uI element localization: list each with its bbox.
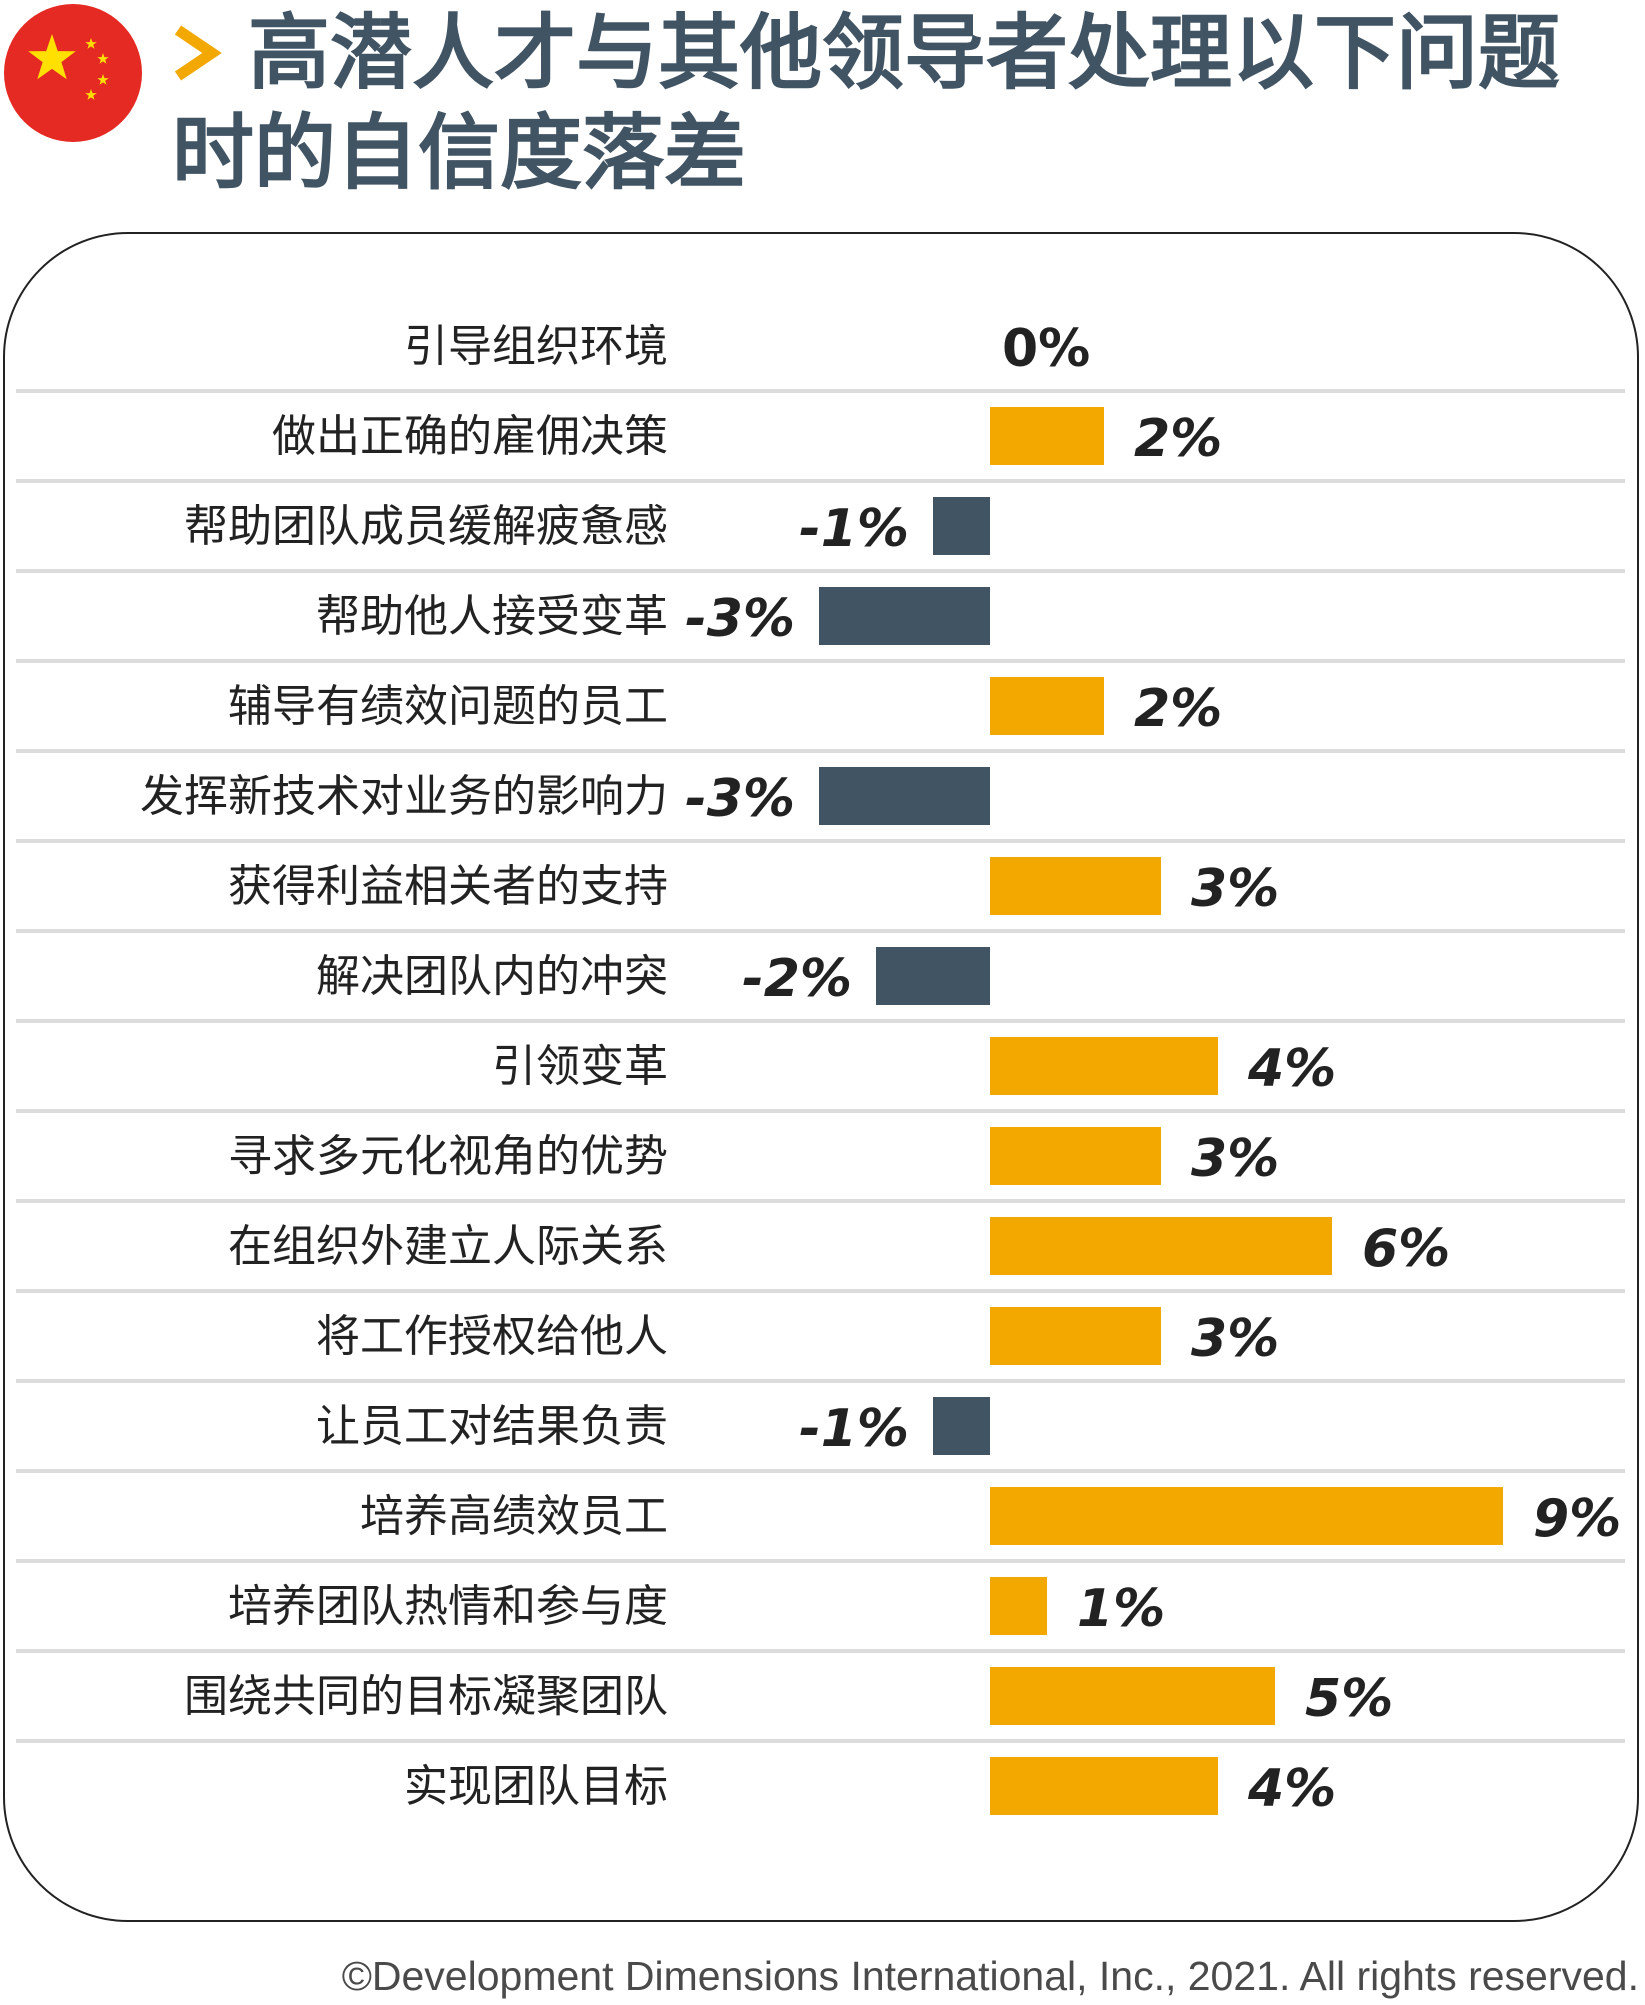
value-label: 6% <box>1362 1219 1450 1279</box>
bar <box>990 407 1104 465</box>
category-label: 帮助团队成员缓解疲惫感 <box>184 501 668 552</box>
bar <box>990 677 1104 735</box>
header: 高潜人才与其他领导者处理以下问题 时的自信度落差 <box>0 0 1645 201</box>
value-label: -2% <box>742 949 852 1009</box>
value-label: 3% <box>1191 1129 1279 1189</box>
bar <box>990 1127 1161 1185</box>
category-label: 引领变革 <box>492 1041 668 1092</box>
bar <box>990 1487 1503 1545</box>
bar <box>819 587 990 645</box>
china-flag-icon <box>4 4 142 142</box>
category-label: 获得利益相关者的支持 <box>228 861 668 912</box>
bar <box>990 1667 1275 1725</box>
bar <box>990 1757 1218 1815</box>
value-label: -1% <box>799 1399 909 1459</box>
bar-chart: 引导组织环境 0% 做出正确的雇佣决策 2% 帮助团队成员缓解疲惫感 -1% 帮助他人接受变… <box>16 319 1625 1819</box>
category-label: 帮助他人接受变革 <box>316 591 668 642</box>
bar <box>990 1577 1047 1635</box>
category-label: 实现团队目标 <box>404 1761 668 1812</box>
value-label: 1% <box>1077 1579 1165 1639</box>
chevron-right-icon <box>174 25 222 81</box>
value-label: 4% <box>1247 1759 1336 1819</box>
category-label: 在组织外建立人际关系 <box>228 1221 668 1272</box>
chart-panel <box>3 232 1639 1922</box>
value-label: -3% <box>685 769 795 829</box>
category-label: 培养高绩效员工 <box>360 1491 668 1542</box>
category-label: 培养团队热情和参与度 <box>228 1581 668 1632</box>
category-label: 将工作授权给他人 <box>316 1311 668 1362</box>
value-label: 3% <box>1191 1309 1279 1369</box>
category-label: 让员工对结果负责 <box>316 1401 668 1452</box>
title-line-1: 高潜人才与其他领导者处理以下问题 <box>248 6 1561 101</box>
bar <box>990 1037 1218 1095</box>
bar <box>819 767 990 825</box>
value-label: 3% <box>1191 859 1279 919</box>
category-label: 围绕共同的目标凝聚团队 <box>184 1671 668 1722</box>
value-label: 4% <box>1247 1039 1336 1099</box>
value-label: -1% <box>799 499 909 559</box>
value-label: 9% <box>1533 1489 1621 1549</box>
value-label: 5% <box>1305 1669 1393 1729</box>
category-label: 引导组织环境 <box>404 321 668 372</box>
bar <box>876 947 990 1005</box>
title-line-2: 时的自信度落差 <box>172 106 747 201</box>
value-label: 0% <box>1002 319 1090 379</box>
bar <box>990 857 1161 915</box>
bar <box>933 1397 990 1455</box>
category-label: 发挥新技术对业务的影响力 <box>140 771 668 822</box>
value-label: 2% <box>1134 409 1222 469</box>
bar <box>990 1307 1161 1365</box>
category-label: 做出正确的雇佣决策 <box>272 411 668 462</box>
bar <box>990 1217 1332 1275</box>
page-title: 高潜人才与其他领导者处理以下问题 时的自信度落差 <box>172 4 1612 204</box>
value-label: 2% <box>1134 679 1222 739</box>
copyright-footer: ©Development Dimensions International, I… <box>341 1953 1639 1999</box>
bar <box>933 497 990 555</box>
category-label: 解决团队内的冲突 <box>316 951 668 1002</box>
value-label: -3% <box>685 589 795 649</box>
category-label: 寻求多元化视角的优势 <box>228 1131 668 1182</box>
category-label: 辅导有绩效问题的员工 <box>228 681 668 732</box>
